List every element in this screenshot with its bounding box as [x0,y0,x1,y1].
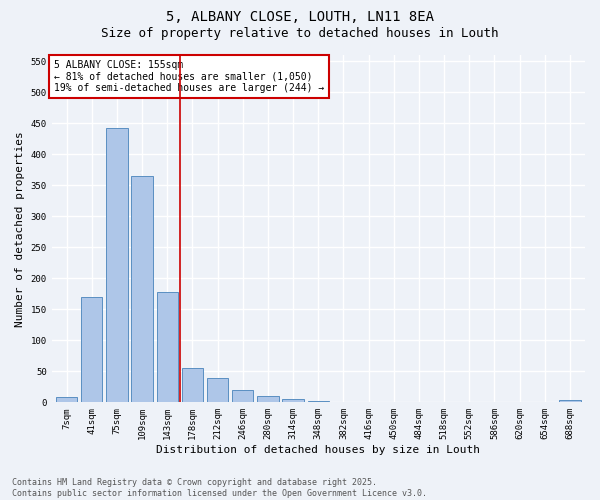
Text: Size of property relative to detached houses in Louth: Size of property relative to detached ho… [101,28,499,40]
Y-axis label: Number of detached properties: Number of detached properties [15,131,25,326]
Bar [106,128,128,402]
Text: 5 ALBANY CLOSE: 155sqm
← 81% of detached houses are smaller (1,050)
19% of semi-: 5 ALBANY CLOSE: 155sqm ← 81% of detached… [54,60,325,94]
Bar [257,396,278,402]
Bar [308,401,329,402]
Bar [131,176,153,402]
Bar [182,368,203,402]
Bar [283,398,304,402]
X-axis label: Distribution of detached houses by size in Louth: Distribution of detached houses by size … [156,445,480,455]
Bar [56,398,77,402]
Bar [559,400,581,402]
Text: 5, ALBANY CLOSE, LOUTH, LN11 8EA: 5, ALBANY CLOSE, LOUTH, LN11 8EA [166,10,434,24]
Bar [81,297,103,403]
Bar [157,292,178,403]
Bar [207,378,229,402]
Bar [232,390,253,402]
Text: Contains HM Land Registry data © Crown copyright and database right 2025.
Contai: Contains HM Land Registry data © Crown c… [12,478,427,498]
